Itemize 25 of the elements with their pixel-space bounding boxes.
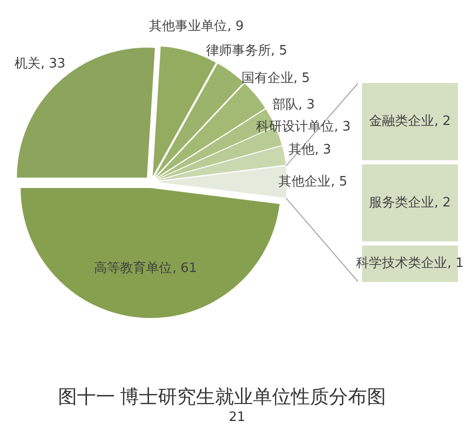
data-label: , 2: [434, 114, 451, 130]
slice-label: 其他企业: [278, 174, 331, 190]
data-label: , 5: [293, 71, 310, 86]
slice-label: 机关: [14, 56, 41, 72]
slice-label: 部队: [272, 98, 298, 113]
data-label: , 2: [434, 195, 451, 210]
slice-label: 其他: [288, 142, 315, 158]
series-label: 金融类企业: [369, 114, 434, 130]
text: 21: [228, 410, 246, 426]
data-label: , 61: [172, 260, 198, 276]
data-label: , 3: [334, 120, 351, 135]
series-label: 科学技术类企业: [356, 256, 448, 272]
text: 图十一 博士研究生就业单位性质分布图: [57, 386, 387, 410]
data-label: , 9: [227, 19, 244, 34]
slice-label: 高等教育单位: [94, 260, 172, 276]
data-label: , 33: [40, 56, 66, 72]
data-label: , 5: [270, 44, 288, 59]
slice-label: 国有企业: [241, 71, 294, 86]
data-label: , 1: [447, 256, 464, 272]
slice-label: 律师事务所: [206, 44, 271, 59]
series-label: 服务类企业: [369, 195, 434, 210]
data-label: , 3: [314, 142, 332, 158]
slice-label: 其他事业单位: [149, 19, 228, 34]
data-label: , 5: [330, 174, 348, 190]
data-label: , 3: [298, 98, 315, 113]
